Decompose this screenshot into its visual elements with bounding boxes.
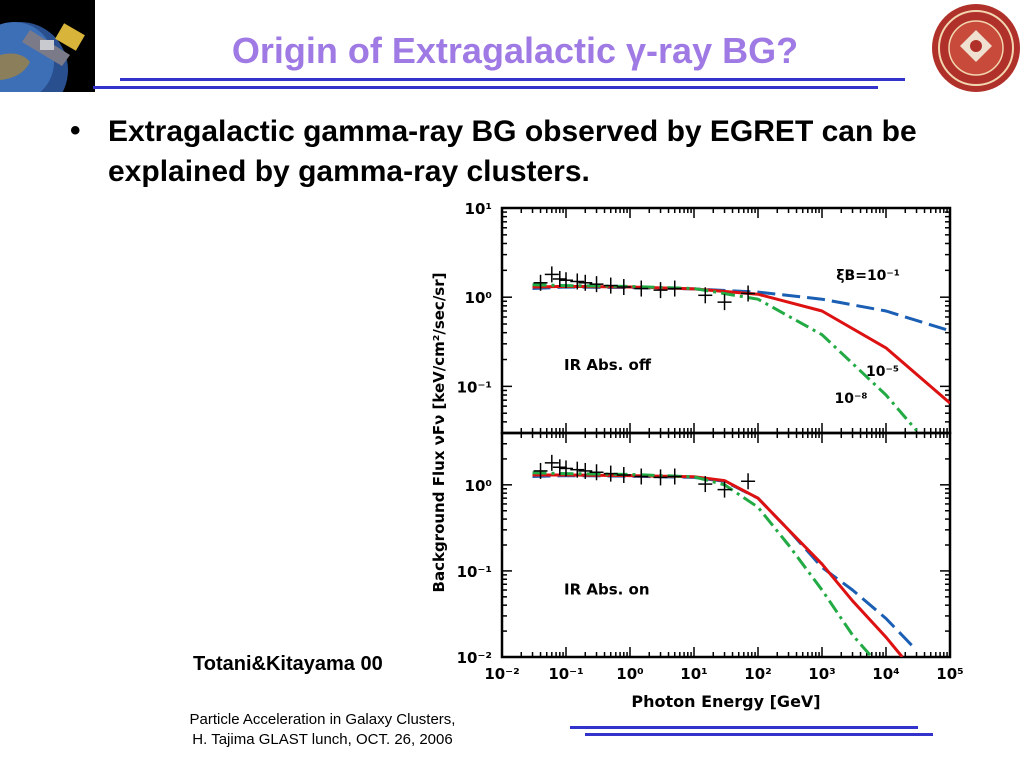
curve-label: 10⁻⁵: [866, 364, 899, 380]
series-line-red: [532, 284, 950, 405]
footer-line-1: Particle Acceleration in Galaxy Clusters…: [189, 711, 456, 728]
y-axis-label: Background Flux νFν [keV/cm²/sec/sr]: [430, 273, 448, 593]
title-underline-top: [120, 78, 905, 81]
x-tick-label: 10⁵: [936, 665, 963, 683]
x-tick-label: 10⁻²: [484, 665, 519, 683]
y-tick-label: 10⁰: [465, 477, 492, 495]
panel-annotation: IR Abs. on: [564, 580, 650, 598]
bullet-text: Extragalactic gamma-ray BG observed by E…: [108, 115, 917, 188]
series-line-green: [532, 471, 873, 657]
footer-line-2: H. Tajima GLAST lunch, OCT. 26, 2006: [192, 731, 453, 748]
y-tick-label: 10⁻¹: [457, 563, 492, 581]
series-line-red: [532, 473, 904, 657]
x-tick-label: 10⁻¹: [548, 665, 583, 683]
x-tick-label: 10²: [744, 665, 771, 683]
title-underline-bottom: [93, 86, 878, 89]
footer-rule-top: [570, 726, 918, 729]
gamma-ray-background-chart: Background Flux νFν [keV/cm²/sec/sr] 10¹ 1…: [420, 190, 980, 720]
footer-rule-bottom: [585, 733, 933, 736]
lab-seal-logo: [930, 2, 1022, 94]
x-tick-label: 10⁴: [872, 665, 899, 683]
y-tick-label: 10⁰: [465, 289, 492, 307]
satellite-logo: [0, 0, 95, 118]
y-tick-label: 10¹: [465, 200, 492, 218]
bullet-marker: •: [70, 114, 81, 147]
y-tick-label: 10⁻²: [457, 649, 492, 667]
x-axis-label: Photon Energy [GeV]: [631, 692, 820, 711]
x-tick-label: 10⁰: [616, 665, 643, 683]
citation: Totani&Kitayama 00: [193, 653, 383, 675]
x-tick-label: 10³: [808, 665, 835, 683]
panel-frame: [500, 431, 952, 659]
footer-text: Particle Acceleration in Galaxy Clusters…: [150, 710, 495, 750]
curve-label: 10⁻⁸: [835, 391, 868, 407]
chart-svg: Background Flux νFν [keV/cm²/sec/sr] 10¹ 1…: [430, 200, 964, 711]
curve-label: ξB=10⁻¹: [836, 268, 900, 284]
series-line-green: [532, 283, 918, 432]
series-line-blue: [532, 474, 918, 652]
panel-annotation: IR Abs. off: [564, 356, 652, 374]
panel-frame: [500, 206, 952, 435]
slide-title: Origin of Extragalactic γ-ray BG?: [231, 30, 799, 71]
x-tick-label: 10¹: [680, 665, 707, 683]
y-tick-label: 10⁻¹: [457, 378, 492, 396]
